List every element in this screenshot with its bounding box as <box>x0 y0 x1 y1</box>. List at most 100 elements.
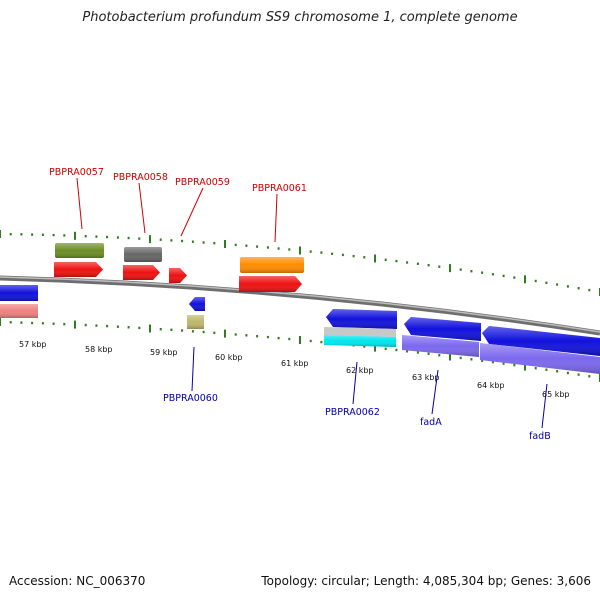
major-tick <box>524 362 526 371</box>
gene-shade <box>482 326 600 356</box>
minor-tick <box>41 233 44 236</box>
gene-label-fadB[interactable]: fadB <box>529 431 551 442</box>
scale-label: 62 kbp <box>346 366 374 375</box>
minor-tick <box>427 352 430 355</box>
gene-shade <box>239 276 302 292</box>
minor-tick <box>202 241 205 244</box>
major-tick <box>74 231 76 240</box>
minor-tick <box>266 246 269 249</box>
minor-tick <box>202 330 205 334</box>
genome-summary-text: Topology: circular; Length: 4,085,304 bp… <box>261 574 591 588</box>
minor-tick <box>459 356 462 360</box>
minor-tick <box>556 370 559 373</box>
major-tick <box>449 264 451 273</box>
callout-lines <box>76 177 548 429</box>
major-tick <box>74 320 76 329</box>
major-tick <box>224 329 226 338</box>
minor-tick <box>481 271 484 274</box>
gene-shade <box>0 285 38 301</box>
minor-tick <box>309 339 312 343</box>
gene-label-PBPRA0058[interactable]: PBPRA0058 <box>113 172 168 183</box>
gene-shade <box>404 317 481 341</box>
minor-tick <box>470 270 473 273</box>
minor-tick <box>534 279 537 283</box>
minor-tick <box>363 256 366 259</box>
gene-shade <box>240 257 304 273</box>
minor-tick <box>84 323 87 327</box>
major-tick <box>449 352 451 361</box>
minor-tick <box>566 371 569 375</box>
minor-tick <box>556 283 559 286</box>
minor-tick <box>481 359 484 362</box>
minor-tick <box>159 238 162 241</box>
minor-tick <box>384 347 387 350</box>
gene-label-PBPRA0062[interactable]: PBPRA0062 <box>325 407 380 418</box>
major-tick <box>149 235 151 244</box>
scale-label: 63 kbp <box>412 373 440 382</box>
gene-shade <box>123 265 160 280</box>
major-tick <box>299 336 301 344</box>
minor-tick <box>331 252 334 255</box>
gene-label-PBPRA0057[interactable]: PBPRA0057 <box>49 167 104 178</box>
minor-tick <box>127 326 130 329</box>
map-title: Photobacterium profundum SS9 chromosome … <box>82 10 518 25</box>
gene-shade <box>187 315 204 329</box>
minor-tick <box>52 233 55 237</box>
minor-tick <box>31 233 34 236</box>
gene-shade <box>169 268 187 283</box>
minor-tick <box>256 245 259 248</box>
minor-tick <box>502 274 505 278</box>
minor-tick <box>320 340 323 344</box>
minor-tick <box>406 261 409 264</box>
gene-label-PBPRA0059[interactable]: PBPRA0059 <box>175 177 230 188</box>
minor-tick <box>138 237 141 240</box>
gene-label-PBPRA0061[interactable]: PBPRA0061 <box>252 183 307 194</box>
scale-label: 59 kbp <box>150 348 178 357</box>
minor-tick <box>234 333 237 336</box>
gene-shade <box>402 335 479 357</box>
major-tick <box>224 240 226 248</box>
minor-tick <box>234 243 237 247</box>
minor-tick <box>106 324 109 328</box>
major-tick <box>0 230 1 238</box>
minor-tick <box>127 236 130 240</box>
minor-tick <box>9 321 12 324</box>
gene-shade <box>55 243 104 258</box>
minor-tick <box>459 268 462 271</box>
scale-label: 60 kbp <box>215 353 243 362</box>
minor-tick <box>395 348 398 352</box>
major-tick <box>0 318 1 326</box>
chromosome-backbone-highlight <box>0 276 600 333</box>
accession-text: Accession: NC_006370 <box>9 574 146 588</box>
reverse-genes <box>0 285 600 374</box>
gene-label-PBPRA0060[interactable]: PBPRA0060 <box>163 393 218 404</box>
major-tick <box>524 275 526 284</box>
minor-tick <box>52 322 55 325</box>
outer-tick-track <box>0 230 600 296</box>
minor-tick <box>395 259 398 263</box>
minor-tick <box>170 328 173 331</box>
inner-tick-track <box>0 318 600 382</box>
minor-tick <box>416 262 419 265</box>
minor-tick <box>191 240 194 243</box>
gene-label-fadA[interactable]: fadA <box>420 417 442 428</box>
minor-tick <box>545 368 548 371</box>
minor-tick <box>545 281 548 284</box>
minor-tick <box>277 247 280 250</box>
minor-tick <box>181 239 184 243</box>
minor-tick <box>438 354 441 357</box>
minor-tick <box>416 351 419 354</box>
minor-tick <box>213 242 216 245</box>
minor-tick <box>502 362 505 365</box>
gene-shade <box>0 304 38 318</box>
gene-silver-PBPRA0062[interactable] <box>324 327 396 337</box>
minor-tick <box>513 276 516 279</box>
minor-tick <box>309 250 312 253</box>
minor-tick <box>577 373 580 376</box>
major-tick <box>374 343 376 352</box>
scale-label: 57 kbp <box>19 340 47 349</box>
minor-tick <box>352 254 355 258</box>
scale-labels: 57 kbp 58 kbp 59 kbp 60 kbp 61 kbp 62 kb… <box>19 340 570 399</box>
minor-tick <box>106 235 109 239</box>
